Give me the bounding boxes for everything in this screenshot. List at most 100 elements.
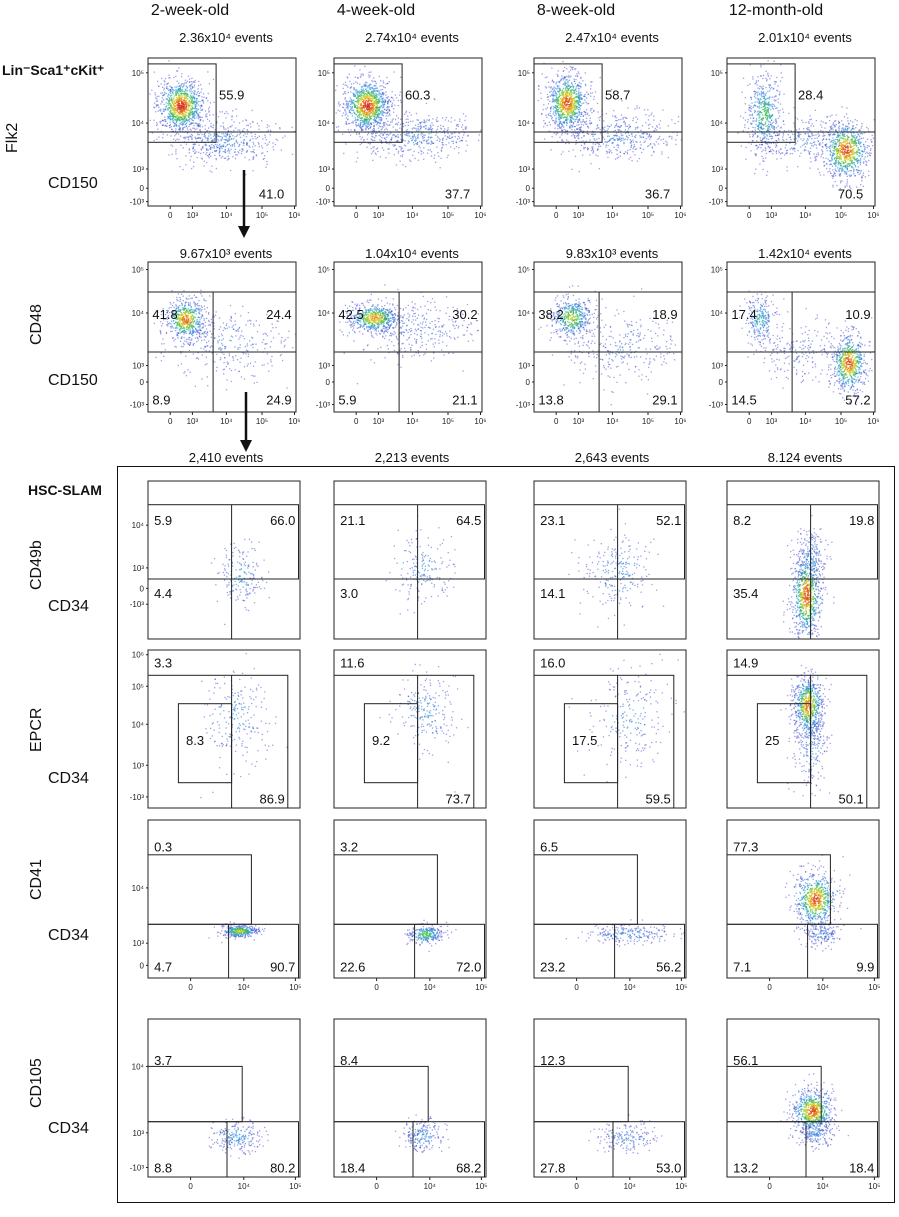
event-dot [572,69,573,70]
event-dot [350,91,351,92]
event-dot [345,143,346,144]
event-dot [185,100,186,101]
event-dot [610,150,611,151]
event-dot [410,138,411,139]
event-dot [343,107,344,108]
event-dot [400,139,401,140]
event-dot [201,96,202,97]
event-dot [192,117,193,118]
event-dot [769,147,770,148]
event-dot [161,78,162,79]
event-dot [200,110,201,111]
event-dot [613,147,614,148]
event-count-row3-2: 2,643 events [522,450,702,465]
event-dot [186,125,187,126]
event-dot [634,136,635,137]
event-dot [393,118,394,119]
event-dot [630,157,631,158]
event-dot [359,110,360,111]
event-dot [164,80,165,81]
event-dot [757,95,758,96]
event-dot [389,124,390,125]
event-dot [559,111,560,112]
event-dot [637,119,638,120]
event-dot [644,142,645,143]
event-dot [187,98,188,99]
event-dot [761,103,762,104]
event-dot [388,109,389,110]
event-dot [552,136,553,137]
event-dot [567,90,568,91]
flk2-axis-label: Flk2 [4,123,22,153]
event-dot [171,107,172,108]
event-dot [775,120,776,121]
event-dot [572,114,573,115]
event-dot [387,97,388,98]
event-dot [237,154,238,155]
event-dot [618,147,619,148]
event-dot [157,129,158,130]
event-dot [766,93,767,94]
event-dot [179,88,180,89]
event-dot [370,89,371,90]
event-dot [371,95,372,96]
event-dot [780,81,781,82]
event-dot [351,83,352,84]
event-dot [175,149,176,150]
event-dot [245,133,246,134]
event-dot [406,111,407,112]
event-dot [189,89,190,90]
event-dot [628,137,629,138]
event-dot [398,118,399,119]
event-dot [370,87,371,88]
event-dot [396,97,397,98]
event-dot [373,130,374,131]
event-dot [194,118,195,119]
flk2-cd150-plot-0-y-tick-0: 10⁵ [132,69,144,78]
event-dot [191,134,192,135]
event-dot [555,111,556,112]
event-dot [645,114,646,115]
event-dot [751,97,752,98]
event-dot [170,144,171,145]
event-dot [380,136,381,137]
event-dot [593,150,594,151]
event-dot [640,141,641,142]
event-dot [440,167,441,168]
event-dot [569,99,570,100]
event-dot [543,120,544,121]
event-dot [367,96,368,97]
event-dot [241,142,242,143]
event-dot [553,108,554,109]
event-dot [759,164,760,165]
event-dot [203,93,204,94]
event-dot [436,121,437,122]
event-dot [574,81,575,82]
event-dot [584,143,585,144]
event-dot [171,88,172,89]
event-dot [571,93,572,94]
event-dot [157,96,158,97]
event-dot [609,136,610,137]
event-dot [357,105,358,106]
event-dot [373,77,374,78]
event-dot [569,93,570,94]
event-dot [374,85,375,86]
event-dot [179,98,180,99]
event-dot [562,124,563,125]
event-dot [189,97,190,98]
event-dot [212,141,213,142]
event-dot [590,118,591,119]
event-dot [416,130,417,131]
event-dot [172,154,173,155]
event-dot [567,98,568,99]
event-dot [433,125,434,126]
event-dot [630,149,631,150]
event-dot [570,108,571,109]
event-dot [416,143,417,144]
flk2-cd150-plot-0-y-tick-3: 0 [140,184,145,193]
event-dot [766,153,767,154]
event-dot [378,107,379,108]
event-dot [575,121,576,122]
event-dot [767,120,768,121]
